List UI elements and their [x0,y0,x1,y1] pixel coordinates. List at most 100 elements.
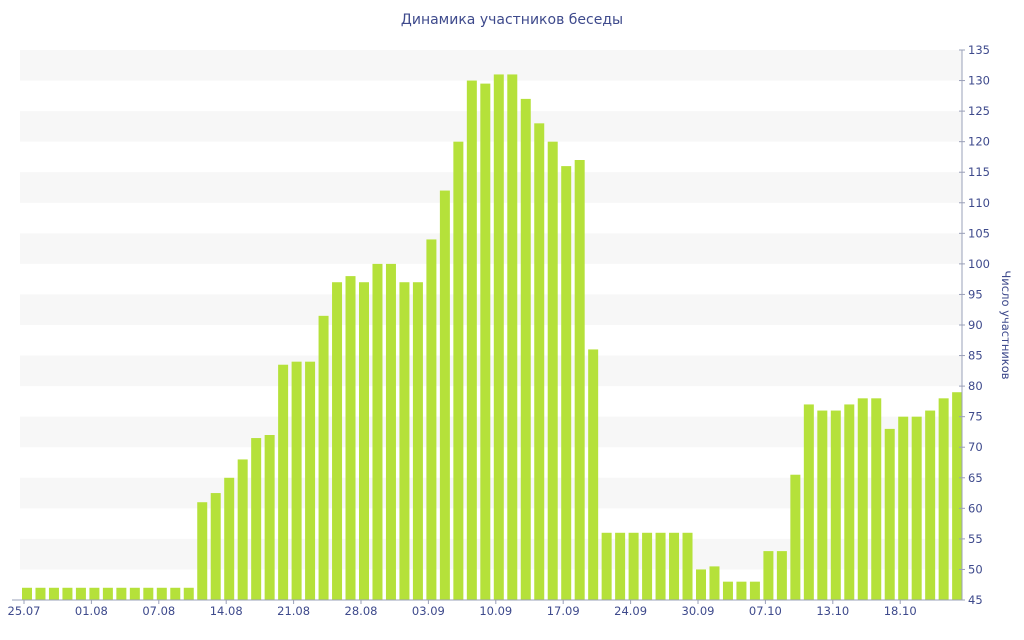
bar[interactable] [143,587,154,600]
x-tick-label: 07.08 [142,604,175,618]
y-tick-label: 55 [968,532,983,546]
bar[interactable] [938,398,949,600]
bar[interactable] [62,587,73,600]
bar[interactable] [264,435,275,600]
bar[interactable] [803,404,814,600]
bar[interactable] [776,551,787,600]
bar[interactable] [35,587,46,600]
chart-title: Динамика участников беседы [400,12,624,28]
bar[interactable] [898,416,909,600]
bar[interactable] [642,532,653,600]
bar[interactable] [102,587,113,600]
y-tick-label: 85 [968,349,983,363]
y-tick-label: 90 [968,318,983,332]
x-tick-label: 18.10 [884,604,917,618]
bar[interactable] [318,315,329,600]
bar[interactable] [925,410,936,600]
bar[interactable] [601,532,612,600]
grid-band [20,355,962,387]
bar[interactable] [116,587,127,600]
x-tick-label: 28.08 [345,604,378,618]
bar[interactable] [669,532,680,600]
bar[interactable] [278,364,289,600]
bar[interactable] [736,581,747,600]
bar[interactable] [305,361,316,600]
x-tick-label: 21.08 [277,604,310,618]
bar[interactable] [345,276,356,600]
bar[interactable] [574,160,585,600]
grid-band [20,233,962,264]
x-tick-label: 25.07 [8,604,41,618]
bar[interactable] [89,587,100,600]
y-axis-label: Число участников [999,270,1013,379]
bar[interactable] [210,493,221,600]
bar[interactable] [251,438,262,600]
bar[interactable] [911,416,922,600]
bar[interactable] [372,263,383,600]
bar[interactable] [534,123,545,600]
x-tick-label: 24.09 [614,604,647,618]
bar[interactable] [48,587,59,600]
bar[interactable] [749,581,760,600]
bar[interactable] [332,282,343,600]
x-tick-label: 13.10 [816,604,849,618]
y-tick-label: 45 [968,593,983,607]
bar[interactable] [884,428,895,600]
bar[interactable] [129,587,140,600]
bar[interactable] [224,477,235,600]
bar[interactable] [844,404,855,600]
bar[interactable] [520,98,531,600]
bar[interactable] [466,80,477,600]
y-tick-label: 100 [968,257,990,271]
bar[interactable] [763,551,774,600]
bar[interactable] [655,532,666,600]
grid-band [20,111,962,142]
bar[interactable] [439,190,450,600]
y-tick-label: 75 [968,410,983,424]
bar[interactable] [385,263,396,600]
bar[interactable] [170,587,181,600]
bar[interactable] [183,587,194,600]
bar[interactable] [952,392,963,600]
bar[interactable] [22,587,32,600]
bar[interactable] [547,141,558,601]
y-tick-label: 115 [968,165,990,179]
bar[interactable] [507,74,518,600]
bar[interactable] [197,502,208,600]
bar[interactable] [480,83,491,601]
bar[interactable] [790,474,801,600]
bar[interactable] [709,566,720,600]
bar[interactable] [399,282,410,600]
bar[interactable] [156,587,167,600]
x-axis: 25.07 01.08 07.08 14.08 21.08 28.08 03.09 10.09… [8,599,962,618]
y-tick-label: 95 [968,287,983,301]
x-tick-label: 14.08 [210,604,243,618]
bar[interactable] [237,459,248,600]
bar[interactable] [75,587,86,600]
bar[interactable] [412,282,423,600]
bar[interactable] [871,398,882,600]
bar[interactable] [682,532,693,600]
bar[interactable] [696,569,706,600]
bar[interactable] [722,581,733,600]
bar[interactable] [628,532,639,600]
bar[interactable] [857,398,868,600]
bar[interactable] [561,166,572,601]
y-tick-label: 105 [968,226,990,240]
bar[interactable] [493,74,504,600]
bar[interactable] [830,410,841,600]
y-tick-label: 50 [968,562,983,576]
x-tick-label: 03.09 [412,604,445,618]
bar[interactable] [359,282,369,600]
bar[interactable] [817,410,828,600]
grid-band [20,50,962,81]
y-tick-label: 70 [968,440,983,454]
bar[interactable] [291,361,302,600]
bar[interactable] [615,532,626,600]
bar[interactable] [426,239,437,600]
bar[interactable] [453,141,464,601]
bars [22,74,963,601]
y-tick-label: 60 [968,501,983,515]
x-tick-label: 10.09 [479,604,512,618]
bar[interactable] [588,349,599,600]
